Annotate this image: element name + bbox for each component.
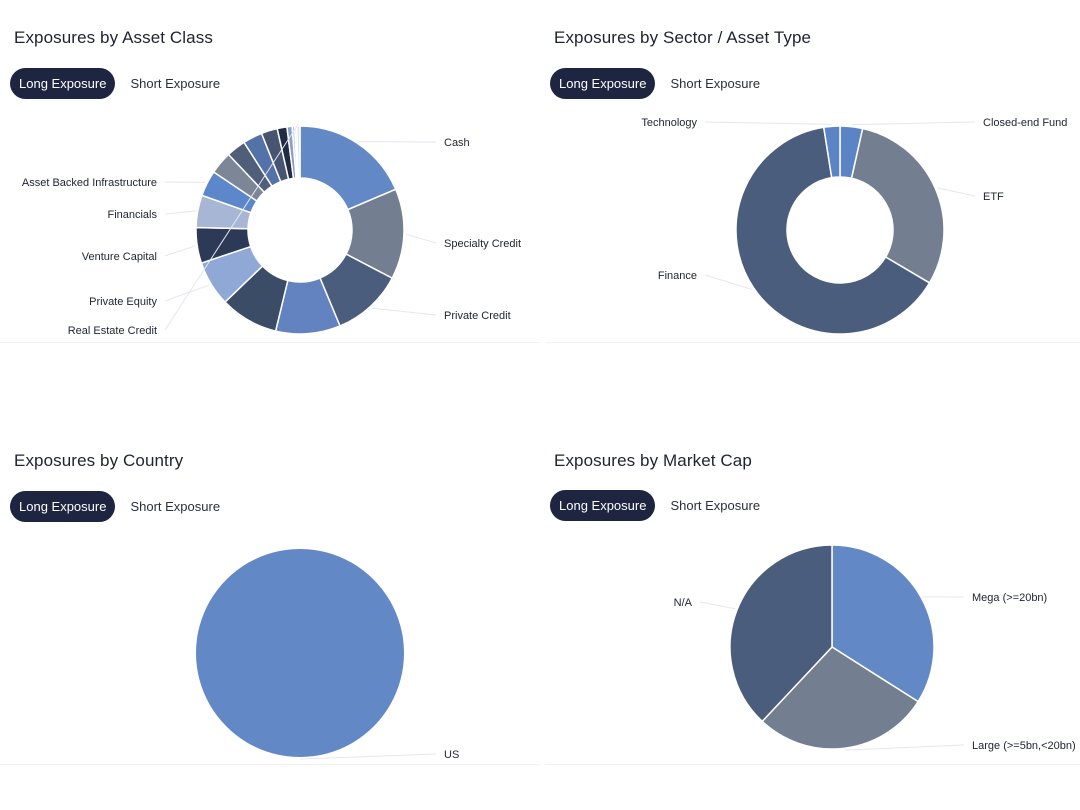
pie-slice-real-estate-credit[interactable]: [295, 125, 301, 179]
long-exposure-button[interactable]: Long Exposure: [550, 490, 656, 521]
slice-label-n-a: N/A: [674, 597, 693, 609]
panel-title: Exposures by Country: [14, 451, 184, 470]
divider: [545, 342, 1080, 343]
long-exposure-button[interactable]: Long Exposure: [10, 68, 116, 99]
asset-class-donut-chart: Cash Specialty Credit Private Credit Privat…: [22, 123, 521, 337]
exposure-toggle: Long Exposure Short Exposure: [10, 491, 230, 522]
sector-donut-chart: Closed-end Fund ETF Finance Technology: [641, 117, 1067, 335]
pie-slice-finance[interactable]: [735, 126, 931, 335]
label-leader-line: [699, 601, 736, 610]
slice-label-private-credit: Private Credit: [444, 310, 511, 322]
slice-label-mega-20bn: Mega (>=20bn): [972, 592, 1047, 604]
pie-slice-large-5bn-20bn[interactable]: [761, 646, 920, 750]
exposure-toggle: Long Exposure Short Exposure: [550, 490, 770, 521]
divider: [545, 764, 1080, 765]
pie-slice-us[interactable]: [195, 549, 404, 757]
label-leader-line: [845, 744, 965, 751]
panel-market-cap: Exposures by Market Cap Long Exposure Sh…: [540, 425, 1080, 810]
divider: [0, 764, 540, 765]
divider: [0, 342, 540, 343]
slice-label-cash: Cash: [444, 137, 470, 149]
label-leader-line: [405, 233, 437, 244]
panel-country: Exposures by Country Long Exposure Short…: [0, 425, 540, 810]
label-leader-line: [851, 121, 976, 126]
slice-label-us: US: [444, 749, 459, 761]
label-leader-line: [704, 121, 832, 125]
label-leader-line: [164, 210, 196, 215]
pie-slice-technology[interactable]: [822, 125, 841, 179]
short-exposure-button[interactable]: Short Exposure: [121, 68, 230, 99]
label-leader-line: [299, 753, 437, 760]
panel-title: Exposures by Asset Class: [14, 28, 213, 47]
pie-slice-n-a[interactable]: [729, 544, 833, 723]
label-leader-line: [164, 284, 210, 302]
slice-label-specialty-credit: Specialty Credit: [444, 238, 521, 250]
slice-label-real-estate-credit: Real Estate Credit: [68, 325, 157, 337]
slice-label-asset-backed-infrastructure: Asset Backed Infrastructure: [22, 177, 157, 189]
panel-title: Exposures by Market Cap: [554, 451, 752, 470]
short-exposure-button[interactable]: Short Exposure: [121, 491, 230, 522]
label-leader-line: [371, 307, 437, 316]
slice-label-finance: Finance: [658, 270, 697, 282]
label-leader-line: [164, 245, 196, 257]
slice-label-venture-capital: Venture Capital: [82, 251, 157, 263]
pie-slice-etf[interactable]: [850, 127, 945, 284]
slice-label-financials: Financials: [107, 209, 157, 221]
panel-sector: Exposures by Sector / Asset Type Long Ex…: [540, 0, 1080, 345]
label-leader-line: [704, 274, 753, 291]
country-pie-chart: US: [195, 549, 459, 761]
short-exposure-button[interactable]: Short Exposure: [661, 68, 770, 99]
slice-label-large-5bn-20bn: Large (>=5bn,<20bn): [972, 740, 1076, 752]
slice-label-technology: Technology: [641, 117, 697, 129]
exposure-toggle: Long Exposure Short Exposure: [550, 68, 770, 99]
long-exposure-button[interactable]: Long Exposure: [10, 491, 116, 522]
label-leader-line: [164, 123, 299, 331]
panel-asset-class: Exposures by Asset Class Long Exposure S…: [0, 0, 540, 345]
short-exposure-button[interactable]: Short Exposure: [661, 490, 770, 521]
long-exposure-button[interactable]: Long Exposure: [550, 68, 656, 99]
exposure-toggle: Long Exposure Short Exposure: [10, 68, 230, 99]
slice-label-private-equity: Private Equity: [89, 296, 157, 308]
slice-label-closed-end-fund: Closed-end Fund: [983, 117, 1067, 129]
label-leader-line: [937, 187, 976, 197]
slice-label-etf: ETF: [983, 191, 1004, 203]
market-cap-pie-chart: Mega (>=20bn) Large (>=5bn,<20bn) N/A: [674, 544, 1076, 752]
panel-title: Exposures by Sector / Asset Type: [554, 28, 812, 47]
